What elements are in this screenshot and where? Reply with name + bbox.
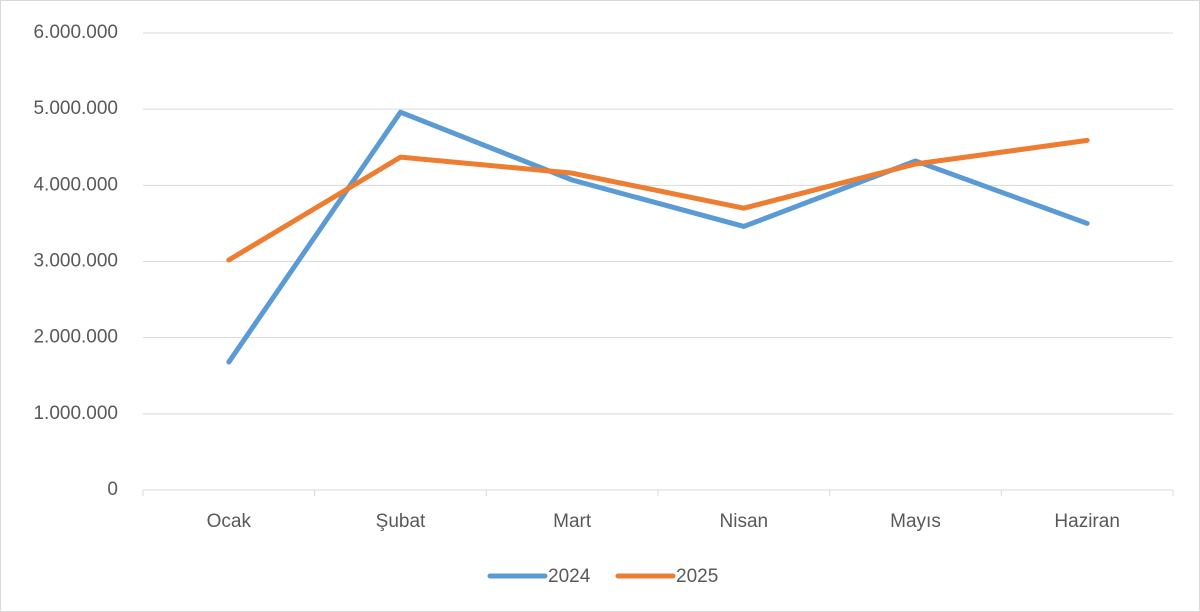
x-tick-label: Mart [553,511,592,532]
series-line [226,109,1090,365]
y-tick-label: 0 [107,479,118,500]
y-tick-label: 4.000.000 [33,174,118,195]
x-tick-label: Şubat [376,511,426,532]
legend-label: 2025 [676,566,718,587]
x-tick-label: Haziran [1054,511,1119,532]
x-tick-label: Nisan [720,511,769,532]
legend-label: 2024 [548,566,591,587]
y-tick-label: 2.000.000 [33,327,118,348]
y-tick-label: 5.000.000 [33,98,118,119]
x-tick-label: Ocak [207,511,252,532]
y-tick-label: 6.000.000 [33,22,118,43]
series-line [226,137,1090,263]
y-tick-label: 3.000.000 [33,251,118,272]
y-tick-label: 1.000.000 [33,403,118,424]
x-tick-label: Mayıs [890,511,941,532]
